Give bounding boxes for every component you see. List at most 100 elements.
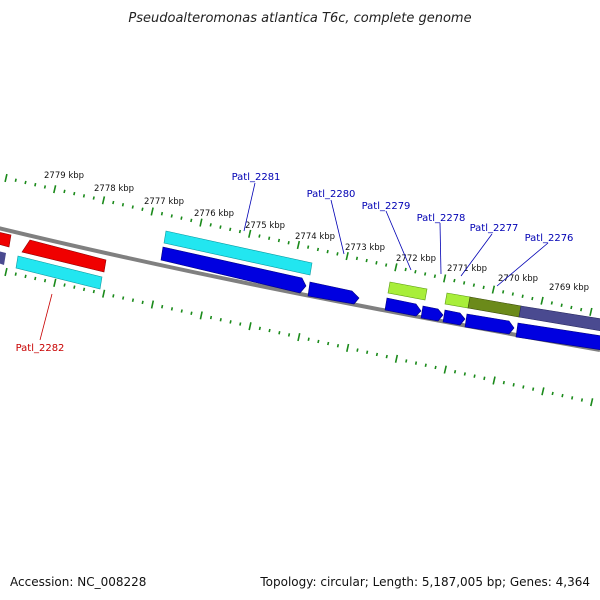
- major-tick: [150, 300, 155, 309]
- minor-tick: [336, 344, 340, 348]
- major-tick: [492, 376, 496, 385]
- minor-tick: [82, 194, 86, 198]
- minor-tick: [561, 393, 564, 398]
- major-tick: [346, 343, 350, 352]
- minor-tick: [385, 263, 388, 267]
- minor-tick: [434, 365, 437, 370]
- major-tick: [540, 296, 544, 305]
- minor-tick: [268, 236, 271, 240]
- kbp-label: 2773 kbp: [345, 243, 385, 253]
- major-tick: [53, 185, 57, 194]
- leader-line: [385, 210, 412, 271]
- major-tick: [248, 229, 252, 238]
- leader-line: [243, 182, 256, 232]
- gene-feature-cyan[interactable]: [15, 255, 103, 290]
- minor-tick: [385, 354, 388, 359]
- kbp-label: 2778 kbp: [94, 184, 134, 194]
- minor-tick: [112, 200, 115, 205]
- major-tick: [199, 218, 203, 227]
- gene-feature-blue[interactable]: [384, 297, 422, 317]
- minor-tick: [238, 229, 242, 234]
- kbp-label: 2777 kbp: [144, 197, 184, 207]
- outer-tick-ring: [4, 173, 593, 316]
- minor-tick: [229, 320, 232, 324]
- gene-feature-lime[interactable]: [387, 281, 428, 301]
- minor-tick: [239, 322, 242, 326]
- minor-tick: [73, 285, 76, 289]
- minor-tick: [63, 189, 66, 194]
- gene-label-patl-2281[interactable]: Patl_2281: [232, 172, 281, 183]
- major-tick: [345, 252, 349, 261]
- gene-feature-blue-large[interactable]: [160, 246, 307, 294]
- gene-feature-red[interactable]: [21, 239, 107, 273]
- minor-tick: [278, 331, 281, 335]
- minor-tick: [141, 300, 144, 305]
- minor-tick: [580, 307, 583, 312]
- minor-tick: [366, 350, 369, 354]
- minor-tick: [316, 247, 320, 252]
- gene-feature-cyan-large[interactable]: [163, 230, 313, 276]
- gene-feature-blue[interactable]: [515, 322, 600, 351]
- minor-tick: [512, 383, 515, 387]
- genome-summary-text: Topology: circular; Length: 5,187,005 bp…: [259, 575, 590, 589]
- minor-tick: [580, 398, 584, 402]
- map-title: Pseudoalteromonas atlantica T6c, complet…: [128, 11, 471, 26]
- gene-feature-lime-small[interactable]: [444, 292, 471, 309]
- minor-tick: [307, 245, 310, 249]
- minor-tick: [531, 296, 534, 301]
- leader-line: [39, 293, 53, 341]
- minor-tick: [551, 391, 554, 396]
- gene-features: [0, 230, 600, 351]
- minor-tick: [550, 301, 553, 305]
- minor-tick: [532, 387, 535, 391]
- minor-tick: [34, 182, 37, 187]
- gene-label-patl-2277[interactable]: Patl_2277: [470, 223, 519, 234]
- gene-label-patl-2280[interactable]: Patl_2280: [307, 189, 356, 200]
- major-tick: [199, 311, 203, 320]
- minor-tick: [570, 305, 573, 310]
- gene-label-patl-2278[interactable]: Patl_2278: [417, 213, 466, 224]
- gene-feature-blue[interactable]: [464, 313, 515, 335]
- major-tick: [491, 285, 496, 294]
- gene-label-patl-2276[interactable]: Patl_2276: [525, 233, 574, 244]
- minor-tick: [483, 376, 486, 381]
- leader-line: [439, 222, 442, 275]
- kbp-label: 2771 kbp: [447, 264, 487, 274]
- minor-tick: [404, 267, 407, 272]
- minor-tick: [424, 363, 427, 367]
- minor-tick: [24, 180, 27, 185]
- gene-feature-blue[interactable]: [442, 309, 466, 326]
- minor-tick: [209, 223, 212, 227]
- gene-feature-red-left[interactable]: [0, 232, 12, 248]
- minor-tick: [82, 287, 86, 292]
- minor-tick: [180, 216, 183, 220]
- major-tick: [443, 274, 447, 283]
- kbp-label: 2776 kbp: [194, 209, 234, 219]
- minor-tick: [336, 252, 339, 256]
- leader-line: [460, 233, 493, 277]
- minor-tick: [34, 276, 37, 281]
- gene-label-patl-2279[interactable]: Patl_2279: [362, 201, 411, 212]
- minor-tick: [190, 218, 193, 223]
- gene-feature-slate-left[interactable]: [0, 251, 6, 265]
- minor-tick: [502, 380, 505, 385]
- gene-feature-olive[interactable]: [467, 296, 522, 318]
- major-tick: [4, 173, 8, 183]
- gene-feature-slate[interactable]: [518, 305, 600, 331]
- label-leader-lines: [39, 182, 549, 341]
- minor-tick: [43, 278, 47, 283]
- gene-feature-blue[interactable]: [307, 281, 360, 305]
- major-tick: [394, 354, 399, 363]
- minor-tick: [463, 281, 466, 285]
- minor-tick: [73, 191, 76, 196]
- minor-tick: [219, 225, 222, 229]
- minor-tick: [482, 285, 485, 290]
- minor-tick: [180, 309, 183, 313]
- minor-tick: [170, 214, 173, 218]
- minor-tick: [560, 303, 563, 307]
- major-tick: [590, 398, 594, 407]
- gene-label-patl-2282[interactable]: Patl_2282: [16, 343, 65, 354]
- minor-tick: [14, 272, 17, 276]
- gene-feature-blue[interactable]: [420, 305, 444, 322]
